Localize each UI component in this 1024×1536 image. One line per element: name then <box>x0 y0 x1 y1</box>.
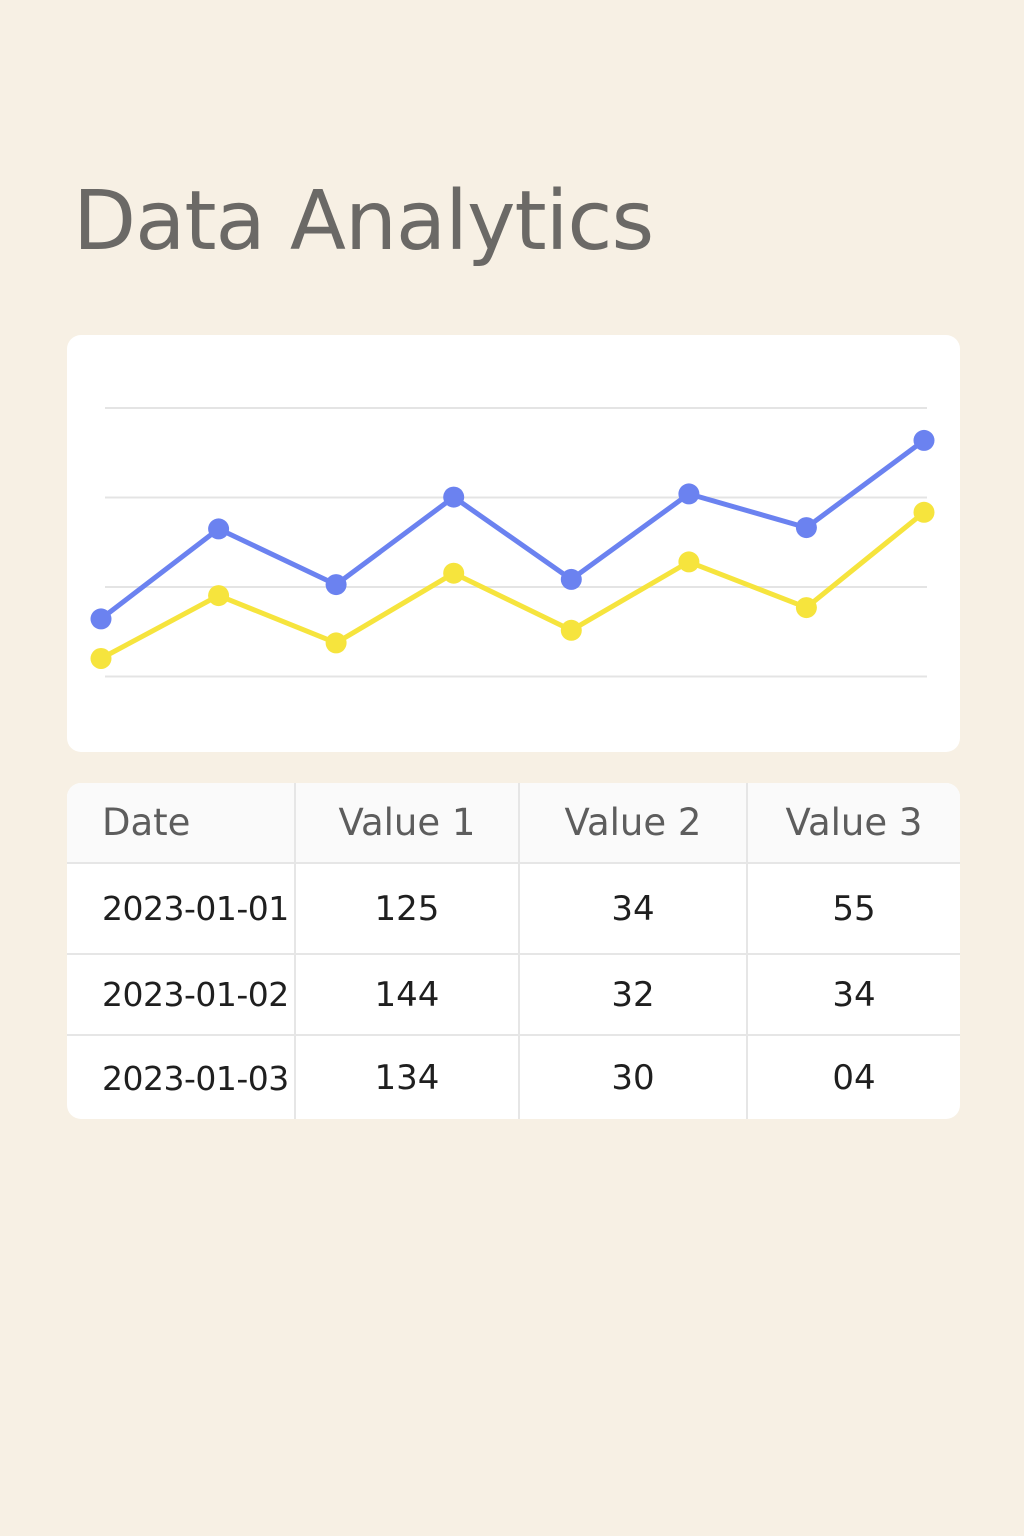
column-header-value-1[interactable]: Value 1 <box>295 783 520 864</box>
date-cell: 2023-01-02 <box>67 954 296 1036</box>
value-2-cell: 30 <box>519 1035 748 1119</box>
series-2-point[interactable] <box>443 562 465 584</box>
series-1-point[interactable] <box>90 608 112 630</box>
line-chart-card <box>67 335 960 752</box>
series-1-line <box>98 437 927 622</box>
column-header-value-3[interactable]: Value 3 <box>747 783 960 864</box>
series-2-point[interactable] <box>90 648 112 669</box>
value-1-cell: 125 <box>295 863 520 955</box>
series-2-point[interactable] <box>325 632 347 654</box>
series-1-point[interactable] <box>208 518 230 540</box>
value-1-cell: 134 <box>295 1035 520 1119</box>
series-1-point[interactable] <box>560 568 582 590</box>
value-3-cell: 55 <box>747 863 960 955</box>
value-2-cell: 34 <box>519 863 748 955</box>
series-2-point[interactable] <box>560 619 582 641</box>
series-2-point[interactable] <box>678 551 700 573</box>
series-2-point[interactable] <box>913 501 935 523</box>
table-header-row: Date Value 1 Value 2 Value 3 <box>67 783 960 864</box>
date-cell: 2023-01-03 <box>67 1035 296 1119</box>
data-table-card: Date Value 1 Value 2 Value 3 2023-01-01 … <box>67 783 960 1119</box>
table-row[interactable]: 2023-01-03 134 30 04 <box>67 1035 960 1119</box>
data-table: Date Value 1 Value 2 Value 3 2023-01-01 … <box>67 783 960 1119</box>
table-row[interactable]: 2023-01-02 144 32 34 <box>67 954 960 1036</box>
line-chart <box>90 407 935 678</box>
series-1-point[interactable] <box>678 483 700 505</box>
page-title: Data Analytics <box>73 174 654 269</box>
series-1-point[interactable] <box>443 486 465 508</box>
date-cell: 2023-01-01 <box>67 863 296 955</box>
column-header-value-2[interactable]: Value 2 <box>519 783 748 864</box>
series-1-point[interactable] <box>795 517 817 539</box>
series-2-point[interactable] <box>208 585 230 607</box>
series-1-point[interactable] <box>913 429 935 451</box>
series-1-point[interactable] <box>325 574 347 596</box>
column-header-date[interactable]: Date <box>67 783 296 864</box>
value-3-cell: 34 <box>747 954 960 1036</box>
series-2-line <box>98 509 927 661</box>
series-2-point[interactable] <box>795 597 817 619</box>
value-1-cell: 144 <box>295 954 520 1036</box>
table-row[interactable]: 2023-01-01 125 34 55 <box>67 863 960 955</box>
value-3-cell: 04 <box>832 1058 876 1098</box>
value-2-cell: 32 <box>519 954 748 1036</box>
